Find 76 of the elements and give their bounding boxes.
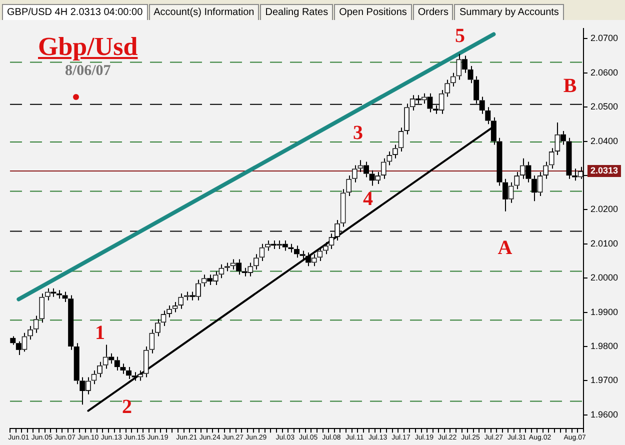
text: Open Positions: [334, 4, 412, 20]
y-tick-label: 1.9900: [590, 306, 618, 317]
text: Summary by Accounts: [454, 4, 564, 20]
text: 8/06/07: [64, 62, 112, 80]
candlestick: [259, 243, 265, 262]
annotation: B: [563, 75, 577, 97]
annotation: A: [498, 237, 512, 259]
candlestick: [190, 291, 196, 301]
chart-title: Gbp/Usd: [38, 32, 138, 62]
candlestick: [514, 172, 520, 190]
y-tick-label: 2.0400: [590, 136, 618, 146]
candlestick: [380, 158, 386, 180]
candlestick: [531, 174, 537, 202]
annotation: 4: [363, 188, 373, 210]
candlestick: [28, 325, 34, 340]
annotation: 5: [455, 25, 465, 47]
text: GBP/USD 4H 2.0313 04:00:00: [2, 4, 148, 20]
candlestick: [404, 103, 410, 135]
candlestick: [346, 174, 352, 197]
candlestick: [560, 130, 566, 146]
candlestick: [68, 294, 74, 350]
candlestick: [317, 246, 323, 262]
y-tick-label: 2.0100: [590, 238, 618, 248]
candlestick: [16, 340, 22, 356]
candlestick: [166, 304, 172, 318]
candlestick: [294, 245, 300, 258]
ref-line-label: 2.0313: [590, 166, 618, 176]
y-tick-label: 1.9700: [590, 375, 618, 386]
candlestick: [369, 170, 375, 186]
candlestick: [160, 310, 166, 326]
candlestick: [149, 328, 155, 354]
candlestick: [485, 106, 491, 125]
annotation: 1: [95, 322, 105, 344]
candlestick: [328, 233, 334, 250]
candlestick: [178, 292, 184, 310]
y-tick-label: 2.0200: [590, 204, 618, 214]
candlestick: [548, 148, 554, 170]
candlestick: [33, 315, 39, 334]
candlestick: [352, 164, 358, 183]
y-tick-label: 2.0700: [590, 33, 618, 44]
candlestick: [62, 291, 68, 303]
candlestick: [132, 372, 138, 382]
annotation: 2: [122, 396, 132, 418]
candlestick: [91, 370, 97, 385]
candlestick: [566, 137, 572, 180]
candlestick: [450, 72, 456, 88]
candlestick: [120, 363, 126, 374]
y-tick-label: 1.9600: [590, 409, 618, 420]
candlestick: [172, 302, 178, 313]
candlestick: [340, 188, 346, 228]
text: Dealing Rates: [260, 4, 334, 20]
candlestick: [306, 252, 312, 267]
candlestick: [462, 55, 468, 74]
candlestick: [143, 346, 149, 378]
candlestick: [398, 127, 404, 152]
annotation: 3: [353, 122, 363, 144]
candlestick: [207, 274, 213, 286]
candlestick: [114, 356, 120, 371]
candlestick: [444, 79, 450, 98]
candlestick: [126, 366, 132, 380]
candlestick: [502, 178, 508, 212]
candlestick: [282, 240, 288, 252]
candlestick: [39, 292, 45, 324]
candlestick: [154, 318, 160, 337]
candlestick: [322, 242, 328, 255]
text: Orders: [412, 4, 454, 20]
candlestick: [526, 161, 532, 183]
candlestick: [543, 161, 549, 180]
y-tick-label: 2.0600: [590, 67, 618, 78]
y-tick-label: 1.9800: [590, 340, 618, 351]
candlestick: [10, 336, 16, 346]
y-tick-label: 2.0000: [590, 272, 618, 283]
y-tick-label: 2.0500: [590, 102, 618, 112]
candlestick: [386, 151, 392, 166]
text: Account(s) Information: [148, 4, 260, 20]
candlestick: [218, 264, 224, 279]
